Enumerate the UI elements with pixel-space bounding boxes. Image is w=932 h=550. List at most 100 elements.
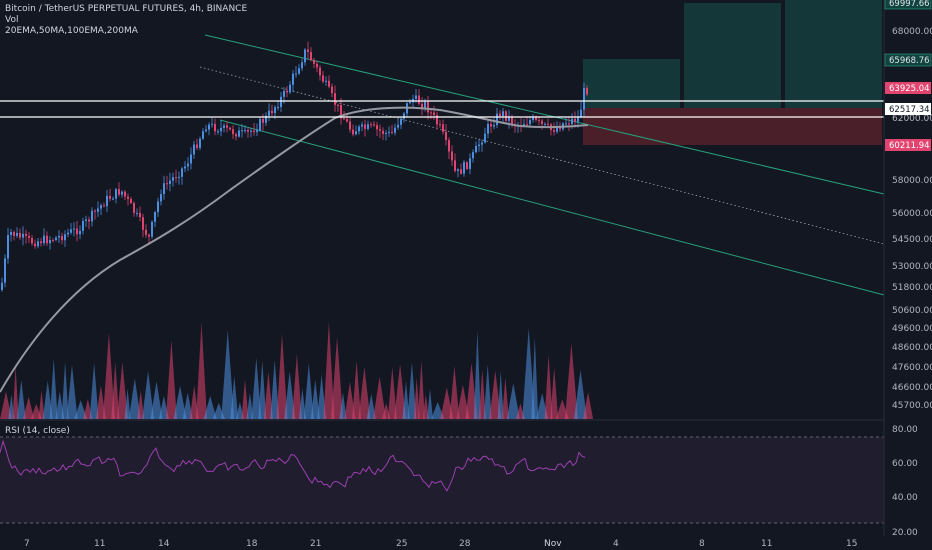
candle-body [208, 124, 210, 130]
y-tick: 46600.00 [892, 383, 932, 393]
candle-body [559, 126, 561, 130]
volume-peak [344, 381, 356, 419]
candle-body [37, 241, 39, 247]
volume-peak [440, 387, 454, 419]
candle-body [190, 154, 192, 164]
candle-body [286, 90, 288, 93]
candle-body [502, 111, 504, 117]
candle-body [289, 84, 291, 93]
candle-body [220, 127, 222, 132]
candle-body [370, 124, 372, 126]
volume-peak [150, 381, 163, 419]
x-tick: Nov [544, 539, 562, 549]
symbol-title[interactable]: Bitcoin / TetherUS PERPETUAL FUTURES, 4h… [5, 4, 247, 14]
candle-body [256, 130, 258, 133]
candle-body [334, 93, 336, 105]
candle-body [382, 130, 384, 134]
volume-peak [23, 396, 35, 419]
volume-peak [173, 385, 187, 419]
ema-label[interactable]: 20EMA,50MA,100EMA,200MA [5, 26, 139, 36]
candle-body [475, 145, 477, 153]
candle-body [448, 140, 450, 152]
candle-body [397, 124, 399, 128]
candle-body [202, 131, 204, 139]
price-tag-stop: 60211.94 [889, 141, 930, 151]
candle-body [325, 80, 327, 82]
candle-body [196, 144, 198, 148]
candle-body [391, 131, 393, 133]
candle-body [307, 49, 309, 52]
volume-peak [331, 336, 344, 419]
candle-body [67, 232, 69, 235]
candle-body [271, 110, 273, 114]
candle-body [166, 183, 168, 185]
volume-peak [196, 322, 207, 419]
candle-body [94, 210, 96, 212]
volume-peak [501, 377, 509, 419]
candle-body [133, 203, 135, 213]
candle-body [211, 123, 213, 125]
volume-peak [407, 362, 417, 419]
rsi-tick: 40.00 [892, 493, 918, 503]
candle-body [358, 126, 360, 132]
volume-peak [303, 363, 314, 419]
candle-body [304, 49, 306, 63]
x-tick: 4 [613, 539, 619, 549]
candle-body [178, 176, 180, 178]
channel-upper-line[interactable] [204, 34, 885, 195]
time-axis[interactable] [0, 536, 884, 550]
volume-peak [124, 388, 131, 419]
volume-peak [203, 396, 217, 419]
volume-peak [339, 392, 347, 419]
candle-body [385, 132, 387, 134]
candle-body [13, 232, 15, 236]
candle-body [253, 130, 255, 133]
candle-body [574, 118, 576, 122]
candle-body [244, 130, 246, 132]
volume-peak [116, 362, 128, 419]
candle-body [472, 152, 474, 159]
candle-body [316, 63, 318, 68]
candle-body [175, 177, 177, 179]
volume-peak [574, 370, 587, 419]
candle-body [415, 95, 417, 99]
volume-peak [284, 371, 296, 419]
candle-body [544, 123, 546, 125]
candle-body [259, 118, 261, 131]
candle-body [568, 123, 570, 125]
candle-body [157, 201, 159, 213]
stop-zone [583, 108, 882, 145]
price-tag-target-2: 65968.76 [889, 56, 930, 66]
price-tag-stop-box [885, 139, 931, 151]
candle-body [445, 131, 447, 141]
volume-peak [12, 365, 19, 419]
candle-body [148, 234, 150, 237]
x-tick: 15 [846, 539, 857, 549]
candle-body [469, 158, 471, 169]
candle-body [238, 130, 240, 137]
volume-peak [42, 380, 53, 419]
candle-body [373, 124, 375, 126]
candle-body [340, 105, 342, 119]
channel-mid-line[interactable] [199, 66, 885, 245]
vol-label[interactable]: Vol [5, 15, 18, 25]
candle-body [223, 125, 225, 128]
y-tick: 58000.00 [892, 176, 932, 186]
candle-body [541, 120, 543, 124]
x-tick: 18 [246, 539, 258, 549]
candle-body [97, 208, 99, 212]
volume-peak [0, 391, 12, 419]
volume-peak [241, 379, 249, 419]
channel-lower-line[interactable] [219, 119, 885, 296]
candle-body [421, 103, 423, 108]
candle-body [199, 138, 201, 148]
candle-body [571, 118, 573, 124]
candle-body [553, 130, 555, 132]
candle-body [487, 123, 489, 134]
volume-peak [358, 366, 371, 419]
candle-body [466, 162, 468, 169]
volume-peak [456, 384, 470, 419]
candle-body [400, 118, 402, 125]
candle-body [580, 109, 582, 118]
